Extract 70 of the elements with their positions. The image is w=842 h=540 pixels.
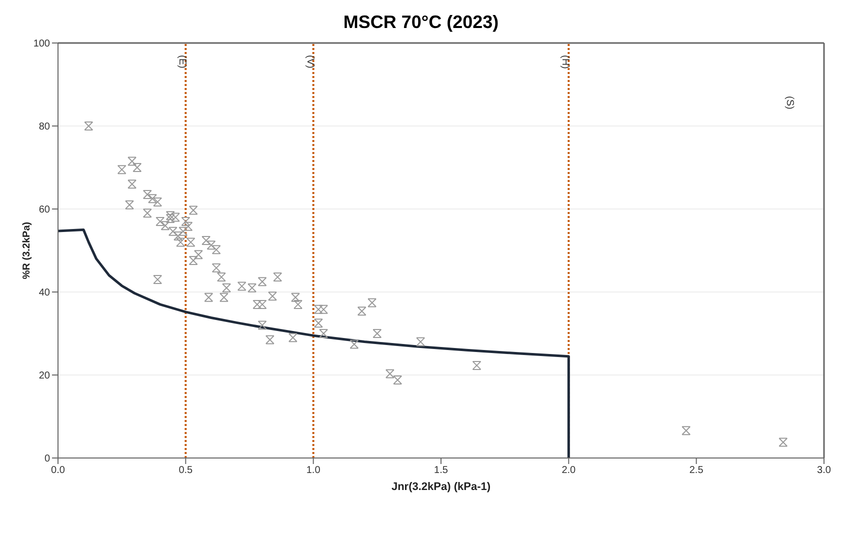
point <box>416 337 426 346</box>
y-tick-label: 40 <box>38 288 50 299</box>
point <box>128 156 137 166</box>
point <box>273 272 282 282</box>
point <box>132 163 142 172</box>
point <box>682 426 691 436</box>
y-tick-label: 100 <box>33 38 50 50</box>
y-tick-label: 20 <box>38 370 50 382</box>
point <box>128 180 137 189</box>
point <box>166 211 175 220</box>
x-tick-label: 2.0 <box>562 465 576 476</box>
chart-title: MSCR 70°C (2023) <box>342 11 500 34</box>
y-tick-label: 0 <box>44 454 50 465</box>
point <box>181 216 190 226</box>
annotation: (S) <box>784 96 795 110</box>
x-tick-label: 2.5 <box>689 465 704 476</box>
ref-line-label: (V) <box>304 55 316 68</box>
point <box>248 283 257 292</box>
point <box>778 438 788 447</box>
point <box>117 165 126 174</box>
point <box>258 277 267 286</box>
point <box>265 335 274 344</box>
point <box>290 292 300 302</box>
x-tick-label: 0.0 <box>51 465 66 476</box>
y-tick-label: 80 <box>38 122 50 133</box>
point <box>188 206 198 215</box>
point <box>357 306 366 316</box>
point <box>84 122 94 130</box>
point <box>314 318 323 328</box>
point <box>212 263 221 272</box>
point <box>252 300 262 309</box>
point <box>368 298 377 308</box>
point <box>156 216 165 226</box>
point <box>188 256 198 265</box>
point <box>222 283 232 292</box>
ref-line-label: (H) <box>560 55 571 69</box>
x-axis-title: Jnr(3.2kPa) (kPa-1) <box>391 481 491 493</box>
x-tick-label: 0.5 <box>178 465 194 476</box>
point <box>174 231 183 240</box>
point <box>170 212 180 222</box>
line-series <box>58 228 570 458</box>
point <box>184 222 193 231</box>
x-tick-label: 3.0 <box>817 465 832 476</box>
x-tick-label: 1.0 <box>306 465 321 476</box>
x-tick-label: 1.5 <box>434 465 448 476</box>
point <box>268 292 277 301</box>
point <box>319 329 328 338</box>
point <box>472 360 482 370</box>
point <box>204 292 214 302</box>
point <box>258 300 267 309</box>
point <box>142 208 152 218</box>
point <box>219 292 228 302</box>
point <box>237 282 246 291</box>
point <box>372 329 382 338</box>
point <box>258 320 267 330</box>
point <box>148 194 157 204</box>
point <box>350 340 359 349</box>
point <box>294 300 303 309</box>
point <box>124 200 134 210</box>
point <box>166 214 175 224</box>
point <box>216 272 226 282</box>
point <box>319 304 328 314</box>
point <box>153 275 162 284</box>
ref-line-label: (E) <box>176 55 188 68</box>
y-tick-label: 60 <box>38 204 50 216</box>
point <box>194 250 203 260</box>
point <box>206 240 216 250</box>
point <box>314 304 323 314</box>
y-axis-title: %R (3.2kPa) <box>22 222 33 280</box>
point <box>288 333 298 342</box>
